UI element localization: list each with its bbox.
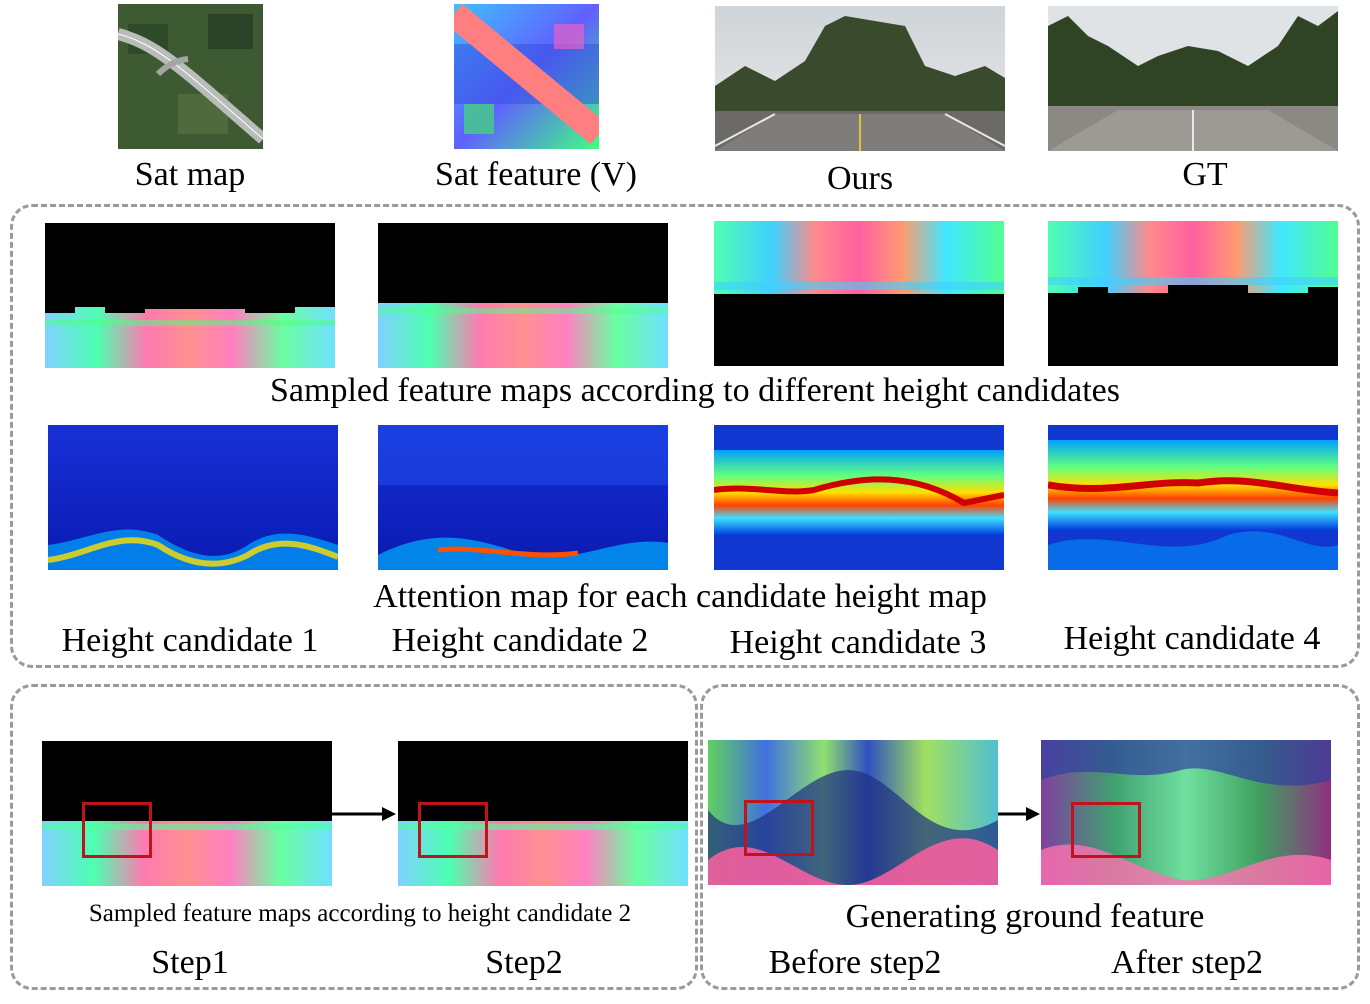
gt-label: GT: [1182, 156, 1228, 193]
height-candidate-4-label: Height candidate 4: [1063, 620, 1321, 657]
step-arrow: [332, 807, 396, 821]
height-candidate-3-label: Height candidate 3: [729, 624, 987, 661]
step1-label: Step1: [151, 944, 229, 981]
attention-map-4: [1048, 425, 1338, 570]
ours-panorama-image: [715, 6, 1005, 151]
sampled-feature-map-3: [714, 221, 1004, 366]
attention-map-3: [714, 425, 1004, 570]
step1-highlight-box: [82, 802, 152, 858]
after-step2-label: After step2: [1110, 944, 1263, 981]
sat-map-label: Sat map: [134, 156, 246, 193]
sampled-feature-map-2: [378, 223, 668, 368]
ground-feature-panel: [700, 684, 1360, 990]
before-step2-highlight-box: [744, 800, 814, 856]
before-step2-ground-feature: [708, 740, 998, 885]
sampled-feature-map-1: [45, 223, 335, 368]
gt-panorama-image: [1048, 6, 1338, 151]
step-panel-caption: Sampled feature maps according to height…: [88, 900, 632, 927]
sat-map-image: [118, 4, 263, 149]
ours-label: Ours: [826, 160, 894, 197]
step1-feature-map: [42, 741, 332, 886]
step2-feature-map: [398, 741, 688, 886]
ground-panel-caption: Generating ground feature: [845, 898, 1205, 935]
after-step2-ground-feature: [1041, 740, 1331, 885]
step-panel: [10, 684, 698, 990]
ground-arrow: [998, 807, 1040, 821]
attention-caption: Attention map for each candidate height …: [373, 578, 987, 615]
height-candidates-panel: [10, 204, 1360, 668]
step2-label: Step2: [485, 944, 563, 981]
sat-feature-image: [454, 4, 599, 149]
attention-map-1: [48, 425, 338, 570]
step2-highlight-box: [418, 802, 488, 858]
height-candidate-2-label: Height candidate 2: [391, 622, 649, 659]
before-step2-label: Before step2: [768, 944, 942, 981]
sampled-maps-caption: Sampled feature maps according to differ…: [270, 372, 1120, 409]
attention-map-2: [378, 425, 668, 570]
height-candidate-1-label: Height candidate 1: [61, 622, 319, 659]
after-step2-highlight-box: [1071, 802, 1141, 858]
sat-feature-label: Sat feature (V): [434, 156, 637, 193]
sampled-feature-map-4: [1048, 221, 1338, 366]
